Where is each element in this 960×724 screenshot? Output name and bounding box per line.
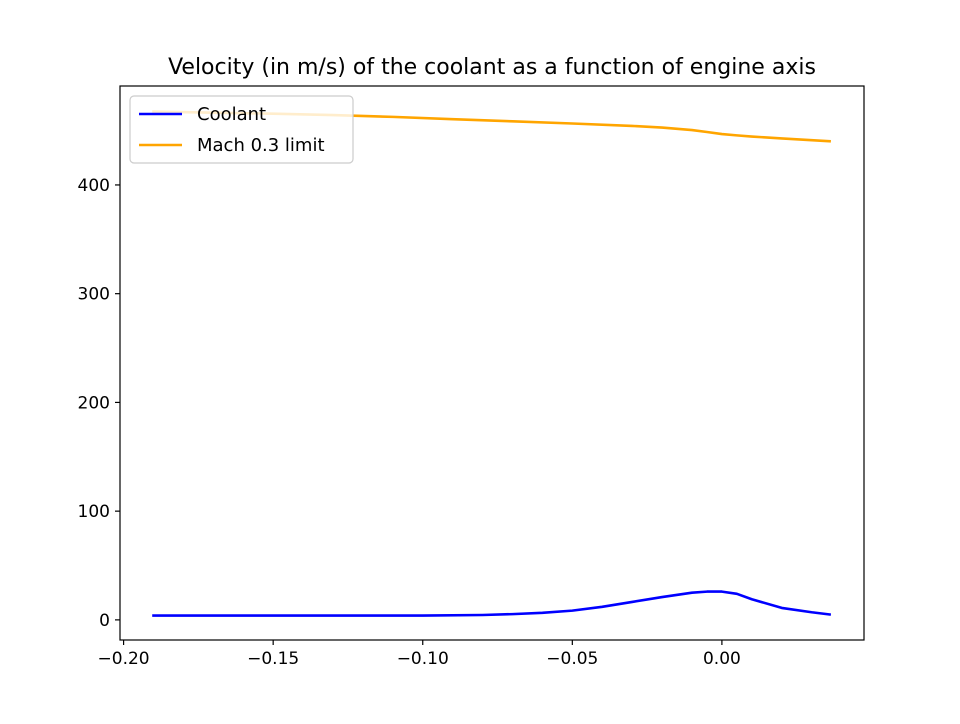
x-tick-label: −0.05 (546, 649, 598, 669)
y-tick-label: 300 (78, 285, 110, 305)
x-tick-label: −0.20 (98, 649, 150, 669)
y-tick-label: 400 (78, 176, 110, 196)
x-tick-label: −0.10 (397, 649, 449, 669)
legend-label: Mach 0.3 limit (197, 135, 325, 156)
y-tick-label: 100 (78, 502, 110, 522)
x-tick-label: −0.15 (247, 649, 299, 669)
legend: Coolant Mach 0.3 limit (129, 95, 354, 164)
axes-frame (119, 85, 865, 641)
y-tick-label: 0 (99, 611, 110, 631)
legend-label: Coolant (197, 104, 266, 125)
y-tick-label: 200 (78, 393, 110, 413)
series-line-coolant (152, 590, 832, 617)
legend-box (129, 95, 354, 164)
x-tick-label: 0.00 (703, 649, 741, 669)
axes: −0.20 −0.15 −0.10 −0.05 0.00 0 100 200 300 400 (78, 85, 865, 669)
chart-title: Velocity (in m/s) of the coolant as a fu… (168, 55, 816, 80)
